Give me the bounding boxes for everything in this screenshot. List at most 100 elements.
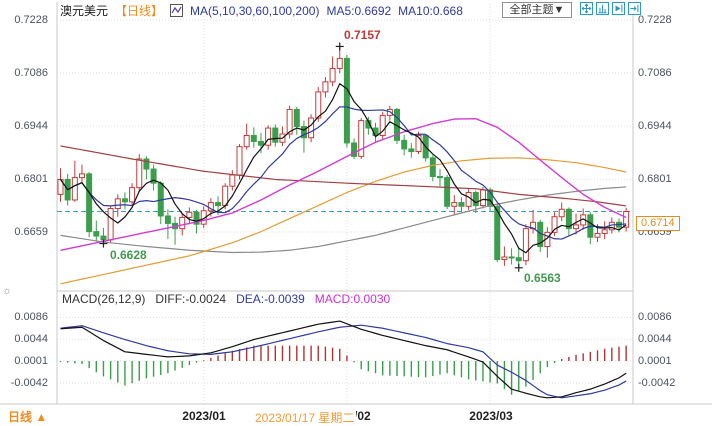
price-axis-label: 0.6801 <box>638 173 672 185</box>
candle-body <box>501 256 508 261</box>
macd-diff-value: DIFF:-0.0024 <box>155 292 227 306</box>
macd-settings-icon[interactable]: ☼ <box>2 285 13 297</box>
candle-body <box>300 126 307 139</box>
low-annotation: 0.6563 <box>524 271 561 285</box>
candle-body <box>257 140 264 146</box>
theme-dropdown[interactable]: 全部主题▼ <box>502 2 572 18</box>
macd-axis-label: 0.0001 <box>14 355 48 367</box>
candle-body <box>193 211 200 225</box>
candle-body <box>243 135 250 148</box>
macd-dea-value: DEA:-0.0039 <box>236 292 305 306</box>
candle-body <box>451 202 458 207</box>
candle-body <box>623 211 630 228</box>
price-axis-label: 0.7228 <box>638 14 672 26</box>
candle-body <box>129 187 136 203</box>
candle-body <box>408 148 415 153</box>
macd-axis-label: 0.0044 <box>638 333 672 345</box>
candle-body <box>329 67 336 83</box>
candle-body <box>229 174 236 187</box>
macd-title: MACD(26,12,9) <box>62 292 146 306</box>
candle-body <box>107 208 114 241</box>
candle-body <box>401 139 408 150</box>
candle-body <box>343 57 350 144</box>
macd-axis-label: 0.0001 <box>638 355 672 367</box>
next-icon[interactable] <box>612 2 625 15</box>
candle-body <box>250 135 257 142</box>
ma-settings-label: MA(5,10,30,60,100,200) <box>190 3 320 18</box>
candle-body <box>86 173 93 233</box>
symbol-title: 澳元美元 <box>60 4 109 18</box>
macd-axis-label: 0.0086 <box>638 311 672 323</box>
candle-body <box>573 224 580 230</box>
price-axis-label: 0.6944 <box>638 120 672 132</box>
candle-body <box>93 231 100 237</box>
candle-body <box>164 215 171 224</box>
ma5-value: MA5:0.6692 <box>326 3 392 18</box>
price-axis-label: 0.7086 <box>14 67 48 79</box>
candle-body <box>114 198 121 210</box>
candle-body <box>179 216 186 230</box>
price-axis-label: 0.7086 <box>638 67 672 79</box>
candle-body <box>508 256 515 259</box>
candle-body <box>494 205 501 261</box>
price-axis-label: 0.6659 <box>14 226 48 238</box>
candle-body <box>293 108 300 128</box>
candle-body <box>272 127 279 143</box>
candle-body <box>351 142 358 157</box>
macd-axis-label: 0.0044 <box>14 333 48 345</box>
candle-body <box>487 189 494 207</box>
pan-icon[interactable] <box>580 2 593 15</box>
candle-body <box>472 192 479 207</box>
candle-body <box>358 120 365 157</box>
high-annotation: 0.7157 <box>344 28 381 42</box>
macd-axis-label: 0.0086 <box>14 311 48 323</box>
indicator-icon[interactable] <box>170 4 184 17</box>
candle-body <box>551 216 558 233</box>
price-axis-label: 0.6944 <box>14 120 48 132</box>
chart-header: 澳元美元 【日线】 MA(5,10,30,60,100,200) MA5:0.6… <box>60 2 463 19</box>
low-annotation: 0.6628 <box>110 248 147 262</box>
month-tick-label: 2023/03 <box>469 409 513 423</box>
period-tag: 【日线】 <box>115 4 164 18</box>
candle-body <box>458 202 465 207</box>
candle-body <box>601 229 608 234</box>
candle-body <box>594 232 601 238</box>
candle-body <box>186 211 193 218</box>
macd-axis-label: -0.0042 <box>638 377 676 389</box>
candle-body <box>336 57 343 69</box>
period-selector[interactable]: 日线 ▲ <box>8 410 48 424</box>
candle-body <box>515 257 522 262</box>
ma10-value: MA10:0.668 <box>398 3 463 18</box>
candle-body <box>236 146 243 176</box>
candle-body <box>215 202 222 207</box>
candle-body <box>558 208 565 218</box>
candle-body <box>78 173 85 179</box>
price-axis-label: 0.7228 <box>14 14 48 26</box>
candle-body <box>136 158 143 189</box>
candle-body <box>429 157 436 177</box>
candle-body <box>100 235 107 241</box>
candle-body <box>315 91 322 119</box>
scale-icon[interactable] <box>596 2 609 15</box>
price-axis-label: 0.6801 <box>14 173 48 185</box>
candle-body <box>308 117 315 139</box>
candle-body <box>121 198 128 203</box>
candle-body <box>143 158 150 170</box>
candle-body <box>522 228 529 262</box>
selected-date-label: 2023/01/17 星期二 <box>253 409 357 426</box>
candle-body <box>286 108 293 135</box>
month-tick-label: 2023/01 <box>182 409 226 423</box>
goto-latest-icon[interactable] <box>628 2 641 15</box>
candle-body <box>436 175 443 179</box>
candle-body <box>265 127 272 146</box>
candle-body <box>150 168 157 184</box>
last-price-tag: 0.6714 <box>636 216 680 231</box>
candle-body <box>465 192 472 207</box>
candle-body <box>479 189 486 207</box>
candle-body <box>444 177 451 207</box>
candle-body <box>415 135 422 153</box>
candle-body <box>379 114 386 137</box>
macd-header: MACD(26,12,9) DIFF:-0.0024 DEA:-0.0039 M… <box>62 292 390 306</box>
